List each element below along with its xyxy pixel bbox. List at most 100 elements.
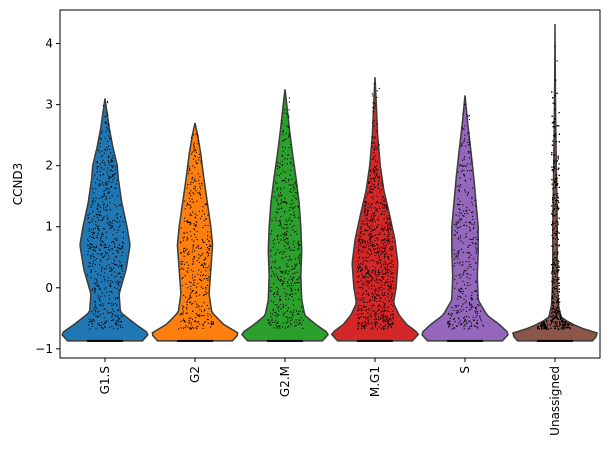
data-point [122, 221, 124, 223]
data-point [451, 315, 453, 317]
data-point [108, 298, 110, 300]
data-point [115, 183, 117, 185]
data-point [194, 250, 196, 252]
data-point [391, 273, 393, 275]
data-point [358, 234, 360, 236]
data-point [381, 289, 383, 291]
data-point [357, 328, 359, 330]
data-point [117, 273, 119, 275]
data-point [386, 207, 388, 209]
data-point [448, 324, 450, 326]
data-point [387, 272, 389, 274]
data-point [376, 294, 378, 296]
data-point [370, 272, 372, 274]
data-point [377, 185, 379, 187]
data-point [463, 174, 465, 176]
data-point [108, 155, 110, 157]
data-point [212, 323, 214, 325]
data-point [372, 270, 374, 272]
data-point [463, 210, 465, 212]
data-point [92, 253, 94, 255]
data-point [378, 188, 380, 190]
data-point [189, 193, 191, 195]
data-point [453, 234, 455, 236]
data-point [554, 257, 556, 259]
data-point [381, 327, 383, 329]
data-point [458, 318, 460, 320]
data-point [362, 326, 364, 328]
data-point [391, 249, 393, 251]
data-point [369, 228, 371, 230]
data-point [188, 322, 190, 324]
data-point [201, 215, 203, 217]
data-point [202, 315, 204, 317]
data-point [277, 291, 279, 293]
data-point [371, 279, 373, 281]
data-point [282, 146, 284, 148]
data-point [288, 209, 290, 211]
data-point [456, 312, 458, 314]
data-point [454, 262, 456, 264]
data-point [387, 292, 389, 294]
data-point [119, 248, 121, 250]
data-point [94, 300, 96, 302]
data-point [381, 252, 383, 254]
data-point [279, 266, 281, 268]
data-point [282, 253, 284, 255]
data-point [110, 158, 112, 160]
data-point [474, 290, 476, 292]
data-point [188, 166, 190, 168]
data-point [379, 191, 381, 193]
data-point [281, 257, 283, 259]
data-point [569, 328, 571, 330]
data-point [463, 320, 465, 322]
data-point [558, 232, 560, 234]
data-point [187, 203, 189, 205]
data-point [367, 295, 369, 297]
data-point [375, 202, 377, 204]
data-point [180, 320, 182, 322]
data-point [89, 235, 91, 237]
data-point [200, 271, 202, 273]
data-point [119, 204, 121, 206]
data-point [374, 326, 376, 328]
data-point [108, 302, 110, 304]
data-point [456, 231, 458, 233]
data-point [196, 314, 198, 316]
data-point [382, 294, 384, 296]
data-point [372, 310, 374, 312]
data-point [293, 240, 295, 242]
data-point [295, 324, 297, 326]
data-point [366, 282, 368, 284]
data-point [93, 320, 95, 322]
data-point [378, 233, 380, 235]
data-point [106, 222, 108, 224]
data-point [113, 287, 115, 289]
data-point [117, 309, 119, 311]
data-point [460, 145, 462, 147]
data-point [372, 158, 374, 160]
data-point [381, 311, 383, 313]
data-point [465, 269, 467, 271]
data-point [475, 290, 477, 292]
data-point [92, 262, 94, 264]
data-point [278, 208, 280, 210]
data-point [204, 263, 206, 265]
data-point [551, 213, 553, 215]
data-point [372, 299, 374, 301]
data-point [557, 299, 559, 301]
data-point [293, 268, 295, 270]
data-point [99, 288, 101, 290]
data-point [448, 322, 450, 324]
data-point [556, 160, 558, 162]
data-point [116, 250, 118, 252]
data-point [193, 240, 195, 242]
data-point [557, 183, 559, 185]
data-point [89, 320, 91, 322]
data-point [471, 196, 473, 198]
data-point [282, 326, 284, 328]
data-point [110, 311, 112, 313]
data-point [374, 315, 376, 317]
min-value-points [537, 339, 573, 342]
data-point [87, 244, 89, 246]
